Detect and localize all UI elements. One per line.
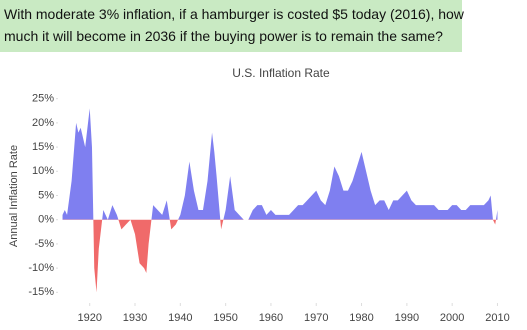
y-tick-label: 20%: [32, 117, 54, 129]
y-tick-label: -15%: [28, 286, 54, 298]
y-tick-label: 15%: [32, 141, 54, 153]
x-tick-label: 1930: [123, 312, 147, 324]
y-tick-label: 10%: [32, 165, 54, 177]
x-tick-label: 1990: [395, 312, 419, 324]
y-tick-label: 5%: [38, 189, 54, 201]
x-tick-label: 1970: [304, 312, 328, 324]
x-tick-label: 1980: [349, 312, 373, 324]
x-tick-label: 1950: [213, 312, 237, 324]
x-tick-label: 2010: [485, 312, 509, 324]
y-tick-label: -5%: [34, 238, 54, 250]
question-box: With moderate 3% inflation, if a hamburg…: [0, 0, 464, 52]
y-tick-label: 0%: [38, 214, 54, 226]
x-tick-label: 2000: [440, 312, 464, 324]
question-line: much it will become in 2036 if the buyin…: [4, 28, 443, 44]
chart-title: U.S. Inflation Rate: [232, 66, 330, 80]
x-tick-label: 1920: [77, 312, 101, 324]
x-tick-label: 1940: [168, 312, 192, 324]
question-line: With moderate 3% inflation, if a hamburg…: [4, 6, 464, 22]
area: [62, 108, 498, 293]
y-tick-label: 25%: [32, 93, 54, 105]
y-tick-label: -10%: [28, 262, 54, 274]
y-axis-label: Annual Inflation Rate: [8, 145, 20, 247]
x-tick-label: 1960: [259, 312, 283, 324]
